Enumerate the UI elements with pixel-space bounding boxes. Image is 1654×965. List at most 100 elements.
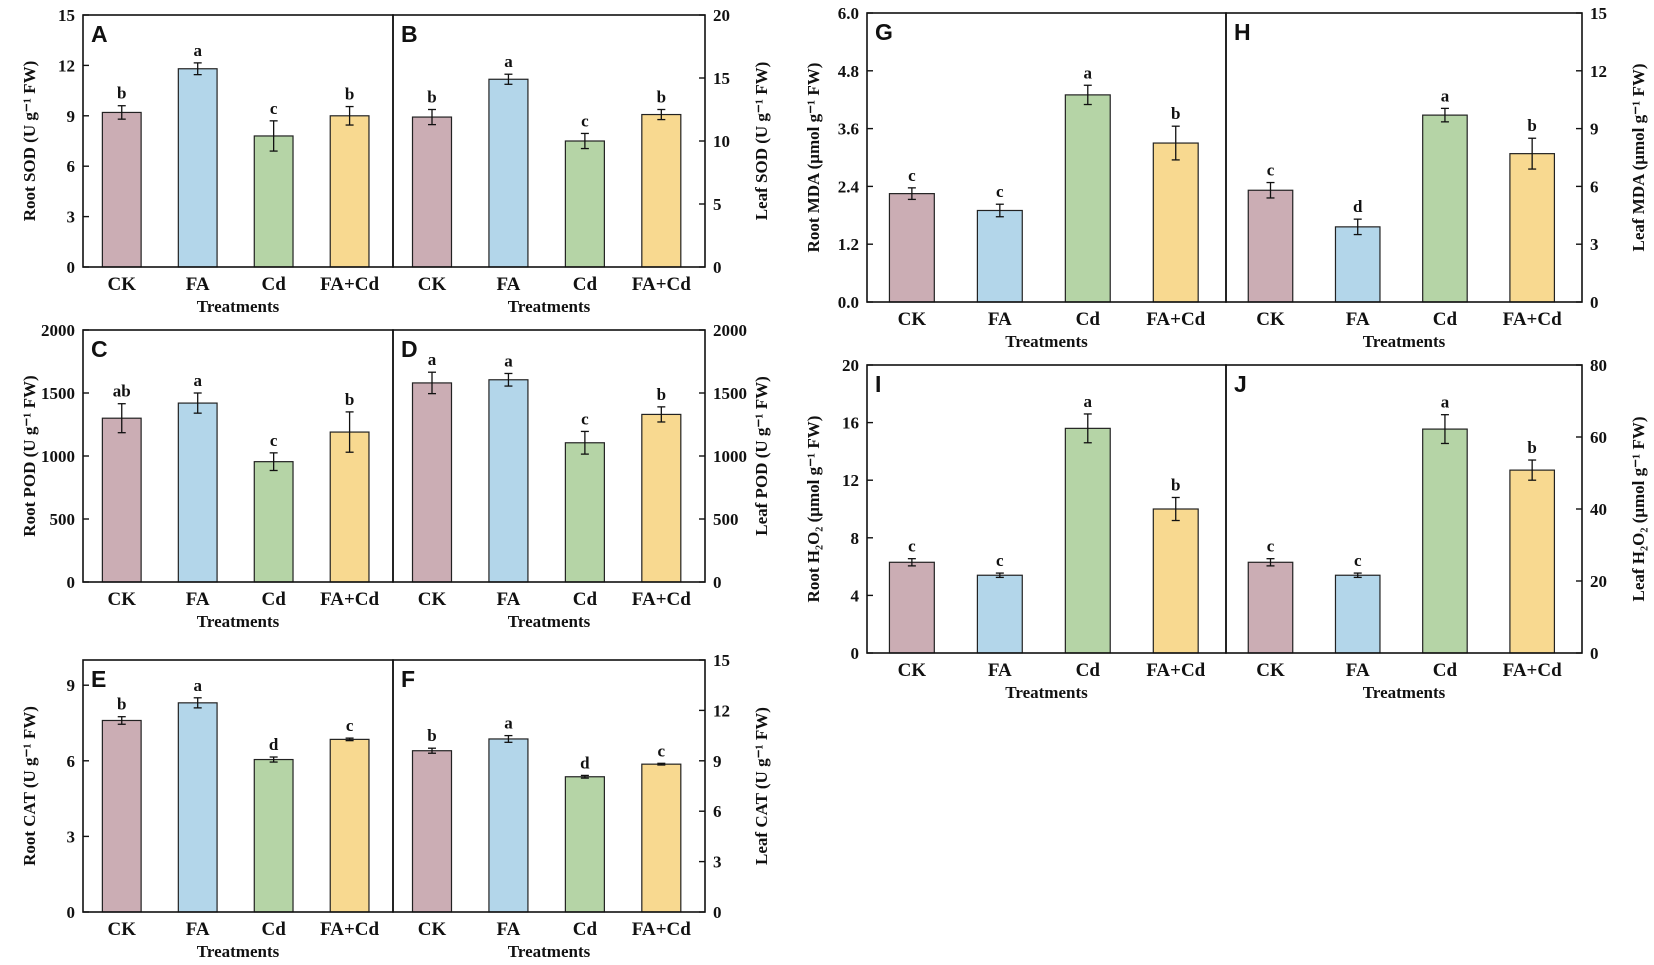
bar-fa-plus-cd bbox=[329, 431, 370, 583]
panel-c: ab CK a FA c Cd b FA+Cd 0 500 1000 1500 2000 C Treatme… bbox=[20, 321, 394, 631]
significance-letter: a bbox=[428, 350, 437, 369]
y-tick-label: 6 bbox=[67, 157, 76, 176]
y-axis-label: Root SOD (U g⁻¹ FW) bbox=[20, 61, 39, 221]
y-tick-label: 40 bbox=[1590, 500, 1607, 519]
y-axis-label: Leaf SOD (U g⁻¹ FW) bbox=[752, 62, 771, 221]
category-label: FA+Cd bbox=[320, 589, 379, 610]
y-tick-label: 10 bbox=[713, 132, 730, 151]
y-tick-label: 9 bbox=[1590, 120, 1599, 139]
category-label: FA+Cd bbox=[1146, 309, 1205, 330]
significance-letter: c bbox=[270, 431, 278, 450]
category-label: CK bbox=[1256, 309, 1285, 330]
bar-ck bbox=[888, 193, 935, 303]
significance-letter: a bbox=[1441, 393, 1450, 412]
category-label: CK bbox=[108, 919, 137, 940]
y-tick-label: 15 bbox=[713, 69, 730, 88]
bar-fa-plus-cd bbox=[329, 115, 370, 268]
y-tick-label: 0 bbox=[67, 903, 76, 922]
category-label: FA bbox=[1346, 660, 1370, 681]
category-label: FA+Cd bbox=[1503, 660, 1562, 681]
significance-letter: a bbox=[1084, 392, 1093, 411]
bar-cd bbox=[253, 758, 294, 913]
bar-fa bbox=[177, 402, 218, 583]
category-label: Cd bbox=[1076, 660, 1101, 681]
category-label: Cd bbox=[262, 589, 287, 610]
category-label: CK bbox=[418, 274, 447, 295]
significance-letter: b bbox=[345, 390, 354, 409]
significance-letter: b bbox=[427, 726, 436, 745]
x-axis-label: Treatments bbox=[508, 612, 591, 631]
panel-i: c CK c FA a Cd b FA+Cd 0 4 8 12 16 20 I Treatments Root … bbox=[804, 356, 1227, 702]
bar-ck bbox=[411, 750, 453, 913]
category-label: FA bbox=[988, 660, 1012, 681]
y-tick-label: 2000 bbox=[713, 321, 747, 340]
significance-letter: c bbox=[908, 537, 916, 556]
y-tick-label: 0 bbox=[67, 258, 76, 277]
y-tick-label: 15 bbox=[58, 6, 75, 25]
category-label: FA bbox=[186, 919, 210, 940]
category-label: FA+Cd bbox=[1146, 660, 1205, 681]
bar-fa bbox=[177, 702, 218, 913]
category-label: Cd bbox=[1433, 660, 1458, 681]
y-axis-label: Leaf H₂O₂ (μmol g⁻¹ FW) bbox=[1629, 417, 1648, 602]
category-label: FA+Cd bbox=[632, 274, 691, 295]
significance-letter: a bbox=[504, 714, 513, 733]
y-axis-label: Leaf POD (U g⁻¹ FW) bbox=[752, 376, 771, 535]
y-tick-label: 0 bbox=[713, 573, 722, 592]
bar-fa-plus-cd bbox=[1509, 469, 1556, 654]
y-axis-label: Leaf CAT (U g⁻¹ FW) bbox=[752, 707, 771, 865]
category-label: CK bbox=[418, 919, 447, 940]
panel-e: b CK a FA d Cd c FA+Cd 0 3 6 9 E Treatments Root CAT (… bbox=[20, 659, 394, 961]
category-label: CK bbox=[898, 309, 927, 330]
y-tick-label: 3 bbox=[67, 827, 76, 846]
x-axis-label: Treatments bbox=[1005, 683, 1088, 702]
y-tick-label: 3.6 bbox=[838, 120, 859, 139]
y-tick-label: 6 bbox=[1590, 177, 1599, 196]
panel-f: b CK a FA d Cd c FA+Cd 0 3 6 9 12 15 F Treatments Leaf C… bbox=[392, 651, 771, 961]
bar-ck bbox=[888, 561, 935, 654]
bar-cd bbox=[253, 461, 294, 583]
y-tick-label: 8 bbox=[851, 529, 860, 548]
y-axis-label: Root CAT (U g⁻¹ FW) bbox=[20, 706, 39, 866]
y-tick-label: 0 bbox=[713, 258, 722, 277]
y-tick-label: 9 bbox=[67, 676, 76, 695]
category-label: FA bbox=[496, 589, 520, 610]
panel-frame bbox=[392, 659, 706, 913]
significance-letter: b bbox=[657, 88, 666, 107]
bar-ck bbox=[1247, 189, 1294, 303]
y-tick-label: 0 bbox=[1590, 644, 1599, 663]
panel-letter: I bbox=[875, 371, 881, 397]
category-label: Cd bbox=[1433, 309, 1458, 330]
significance-letter: d bbox=[580, 753, 590, 772]
panel-j: c CK c FA a Cd b FA+Cd 0 20 40 60 80 J Treatments Leaf … bbox=[1225, 356, 1648, 702]
y-tick-label: 500 bbox=[50, 510, 76, 529]
y-tick-label: 60 bbox=[1590, 428, 1607, 447]
y-tick-label: 12 bbox=[713, 701, 730, 720]
significance-letter: a bbox=[1084, 63, 1093, 82]
category-label: Cd bbox=[262, 274, 287, 295]
y-tick-label: 12 bbox=[842, 471, 859, 490]
y-tick-label: 15 bbox=[713, 651, 730, 670]
significance-letter: b bbox=[657, 385, 666, 404]
y-tick-label: 1500 bbox=[713, 384, 747, 403]
bar-cd bbox=[1064, 427, 1111, 654]
y-tick-label: 20 bbox=[1590, 572, 1607, 591]
category-label: FA bbox=[1346, 309, 1370, 330]
category-label: FA+Cd bbox=[632, 919, 691, 940]
y-tick-label: 20 bbox=[713, 6, 730, 25]
category-label: CK bbox=[108, 589, 137, 610]
category-label: CK bbox=[108, 274, 137, 295]
bar-cd bbox=[1422, 428, 1468, 654]
y-tick-label: 15 bbox=[1590, 4, 1607, 23]
significance-letter: c bbox=[270, 99, 278, 118]
y-tick-label: 0 bbox=[67, 573, 76, 592]
bar-fa bbox=[488, 78, 529, 268]
bar-ck bbox=[101, 719, 142, 913]
category-label: FA+Cd bbox=[632, 589, 691, 610]
significance-letter: c bbox=[1267, 537, 1275, 556]
panel-letter: E bbox=[91, 666, 106, 692]
y-tick-label: 2.4 bbox=[838, 177, 860, 196]
category-label: FA+Cd bbox=[320, 919, 379, 940]
bar-fa bbox=[488, 379, 529, 583]
